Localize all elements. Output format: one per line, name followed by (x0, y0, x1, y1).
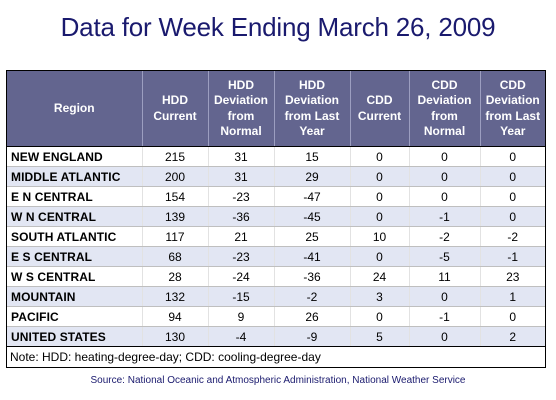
value-cell: -2 (409, 226, 481, 247)
table-row: PACIFIC 94 9 26 0 -1 0 (7, 306, 545, 327)
table-row: W S CENTRAL 28 -24 -36 24 11 23 (7, 266, 545, 287)
value-cell: -2 (480, 226, 545, 247)
weather-data-table: Region HDD Current HDD Deviation from No… (7, 71, 545, 347)
table-row: E S CENTRAL 68 -23 -41 0 -5 -1 (7, 246, 545, 267)
value-cell: 130 (142, 326, 209, 347)
value-cell: 21 (208, 226, 275, 247)
region-cell: SOUTH ATLANTIC (7, 226, 143, 247)
value-cell: 94 (142, 306, 209, 327)
value-cell: 2 (480, 326, 545, 347)
region-cell: PACIFIC (7, 306, 143, 327)
table-row: MIDDLE ATLANTIC 200 31 29 0 0 0 (7, 166, 545, 187)
value-cell: 0 (350, 186, 410, 207)
column-header-region: Region (7, 71, 143, 147)
value-cell: 0 (350, 206, 410, 227)
value-cell: 0 (409, 186, 481, 207)
region-cell: MIDDLE ATLANTIC (7, 166, 143, 187)
region-cell: W N CENTRAL (7, 206, 143, 227)
value-cell: 9 (208, 306, 275, 327)
data-table-frame: Region HDD Current HDD Deviation from No… (6, 70, 546, 368)
region-cell: UNITED STATES (7, 326, 143, 347)
region-cell: E S CENTRAL (7, 246, 143, 267)
source-credit: Source: National Oceanic and Atmospheric… (90, 375, 466, 386)
value-cell: 0 (480, 206, 545, 227)
value-cell: -1 (409, 206, 481, 227)
value-cell: -47 (274, 186, 351, 207)
column-header-hdd-deviation-normal: HDD Deviation from Normal (208, 71, 275, 147)
value-cell: 28 (142, 266, 209, 287)
value-cell: -5 (409, 246, 481, 267)
value-cell: 139 (142, 206, 209, 227)
region-cell: MOUNTAIN (7, 286, 143, 307)
value-cell: 0 (480, 186, 545, 207)
value-cell: 0 (350, 306, 410, 327)
page-title: Data for Week Ending March 26, 2009 (60, 12, 496, 42)
value-cell: 215 (142, 146, 209, 167)
value-cell: -2 (274, 286, 351, 307)
value-cell: 0 (409, 146, 481, 167)
value-cell: 26 (274, 306, 351, 327)
value-cell: 117 (142, 226, 209, 247)
table-note: Note: HDD: heating-degree-day; CDD: cool… (7, 346, 545, 367)
value-cell: 132 (142, 286, 209, 307)
value-cell: -24 (208, 266, 275, 287)
value-cell: 25 (274, 226, 351, 247)
value-cell: -36 (208, 206, 275, 227)
value-cell: 0 (350, 246, 410, 267)
value-cell: -36 (274, 266, 351, 287)
value-cell: 68 (142, 246, 209, 267)
table-row: E N CENTRAL 154 -23 -47 0 0 0 (7, 186, 545, 207)
value-cell: 0 (409, 166, 481, 187)
value-cell: 0 (409, 326, 481, 347)
value-cell: -41 (274, 246, 351, 267)
value-cell: -23 (208, 186, 275, 207)
column-header-hdd-deviation-last-year: HDD Deviation from Last Year (274, 71, 351, 147)
value-cell: -1 (409, 306, 481, 327)
value-cell: 200 (142, 166, 209, 187)
value-cell: -45 (274, 206, 351, 227)
value-cell: 23 (480, 266, 545, 287)
value-cell: -1 (480, 246, 545, 267)
column-header-cdd-deviation-normal: CDD Deviation from Normal (409, 71, 481, 147)
value-cell: -23 (208, 246, 275, 267)
table-row: UNITED STATES 130 -4 -9 5 0 2 (7, 326, 545, 347)
region-cell: E N CENTRAL (7, 186, 143, 207)
value-cell: 24 (350, 266, 410, 287)
value-cell: 10 (350, 226, 410, 247)
table-row: SOUTH ATLANTIC 117 21 25 10 -2 -2 (7, 226, 545, 247)
value-cell: 31 (208, 166, 275, 187)
value-cell: 0 (409, 286, 481, 307)
column-header-cdd-current: CDD Current (350, 71, 410, 147)
region-cell: NEW ENGLAND (7, 146, 143, 167)
value-cell: -9 (274, 326, 351, 347)
table-row: NEW ENGLAND 215 31 15 0 0 0 (7, 146, 545, 167)
table-header-row: Region HDD Current HDD Deviation from No… (7, 71, 545, 147)
table-row: MOUNTAIN 132 -15 -2 3 0 1 (7, 286, 545, 307)
value-cell: 0 (350, 146, 410, 167)
value-cell: -4 (208, 326, 275, 347)
value-cell: 0 (480, 306, 545, 327)
value-cell: 11 (409, 266, 481, 287)
value-cell: 29 (274, 166, 351, 187)
value-cell: 1 (480, 286, 545, 307)
value-cell: 0 (480, 146, 545, 167)
region-cell: W S CENTRAL (7, 266, 143, 287)
value-cell: 31 (208, 146, 275, 167)
value-cell: 15 (274, 146, 351, 167)
value-cell: 0 (480, 166, 545, 187)
table-row: W N CENTRAL 139 -36 -45 0 -1 0 (7, 206, 545, 227)
value-cell: 5 (350, 326, 410, 347)
column-header-cdd-deviation-last-year: CDD Deviation from Last Year (480, 71, 545, 147)
value-cell: 0 (350, 166, 410, 187)
column-header-hdd-current: HDD Current (142, 71, 209, 147)
value-cell: 154 (142, 186, 209, 207)
value-cell: -15 (208, 286, 275, 307)
value-cell: 3 (350, 286, 410, 307)
